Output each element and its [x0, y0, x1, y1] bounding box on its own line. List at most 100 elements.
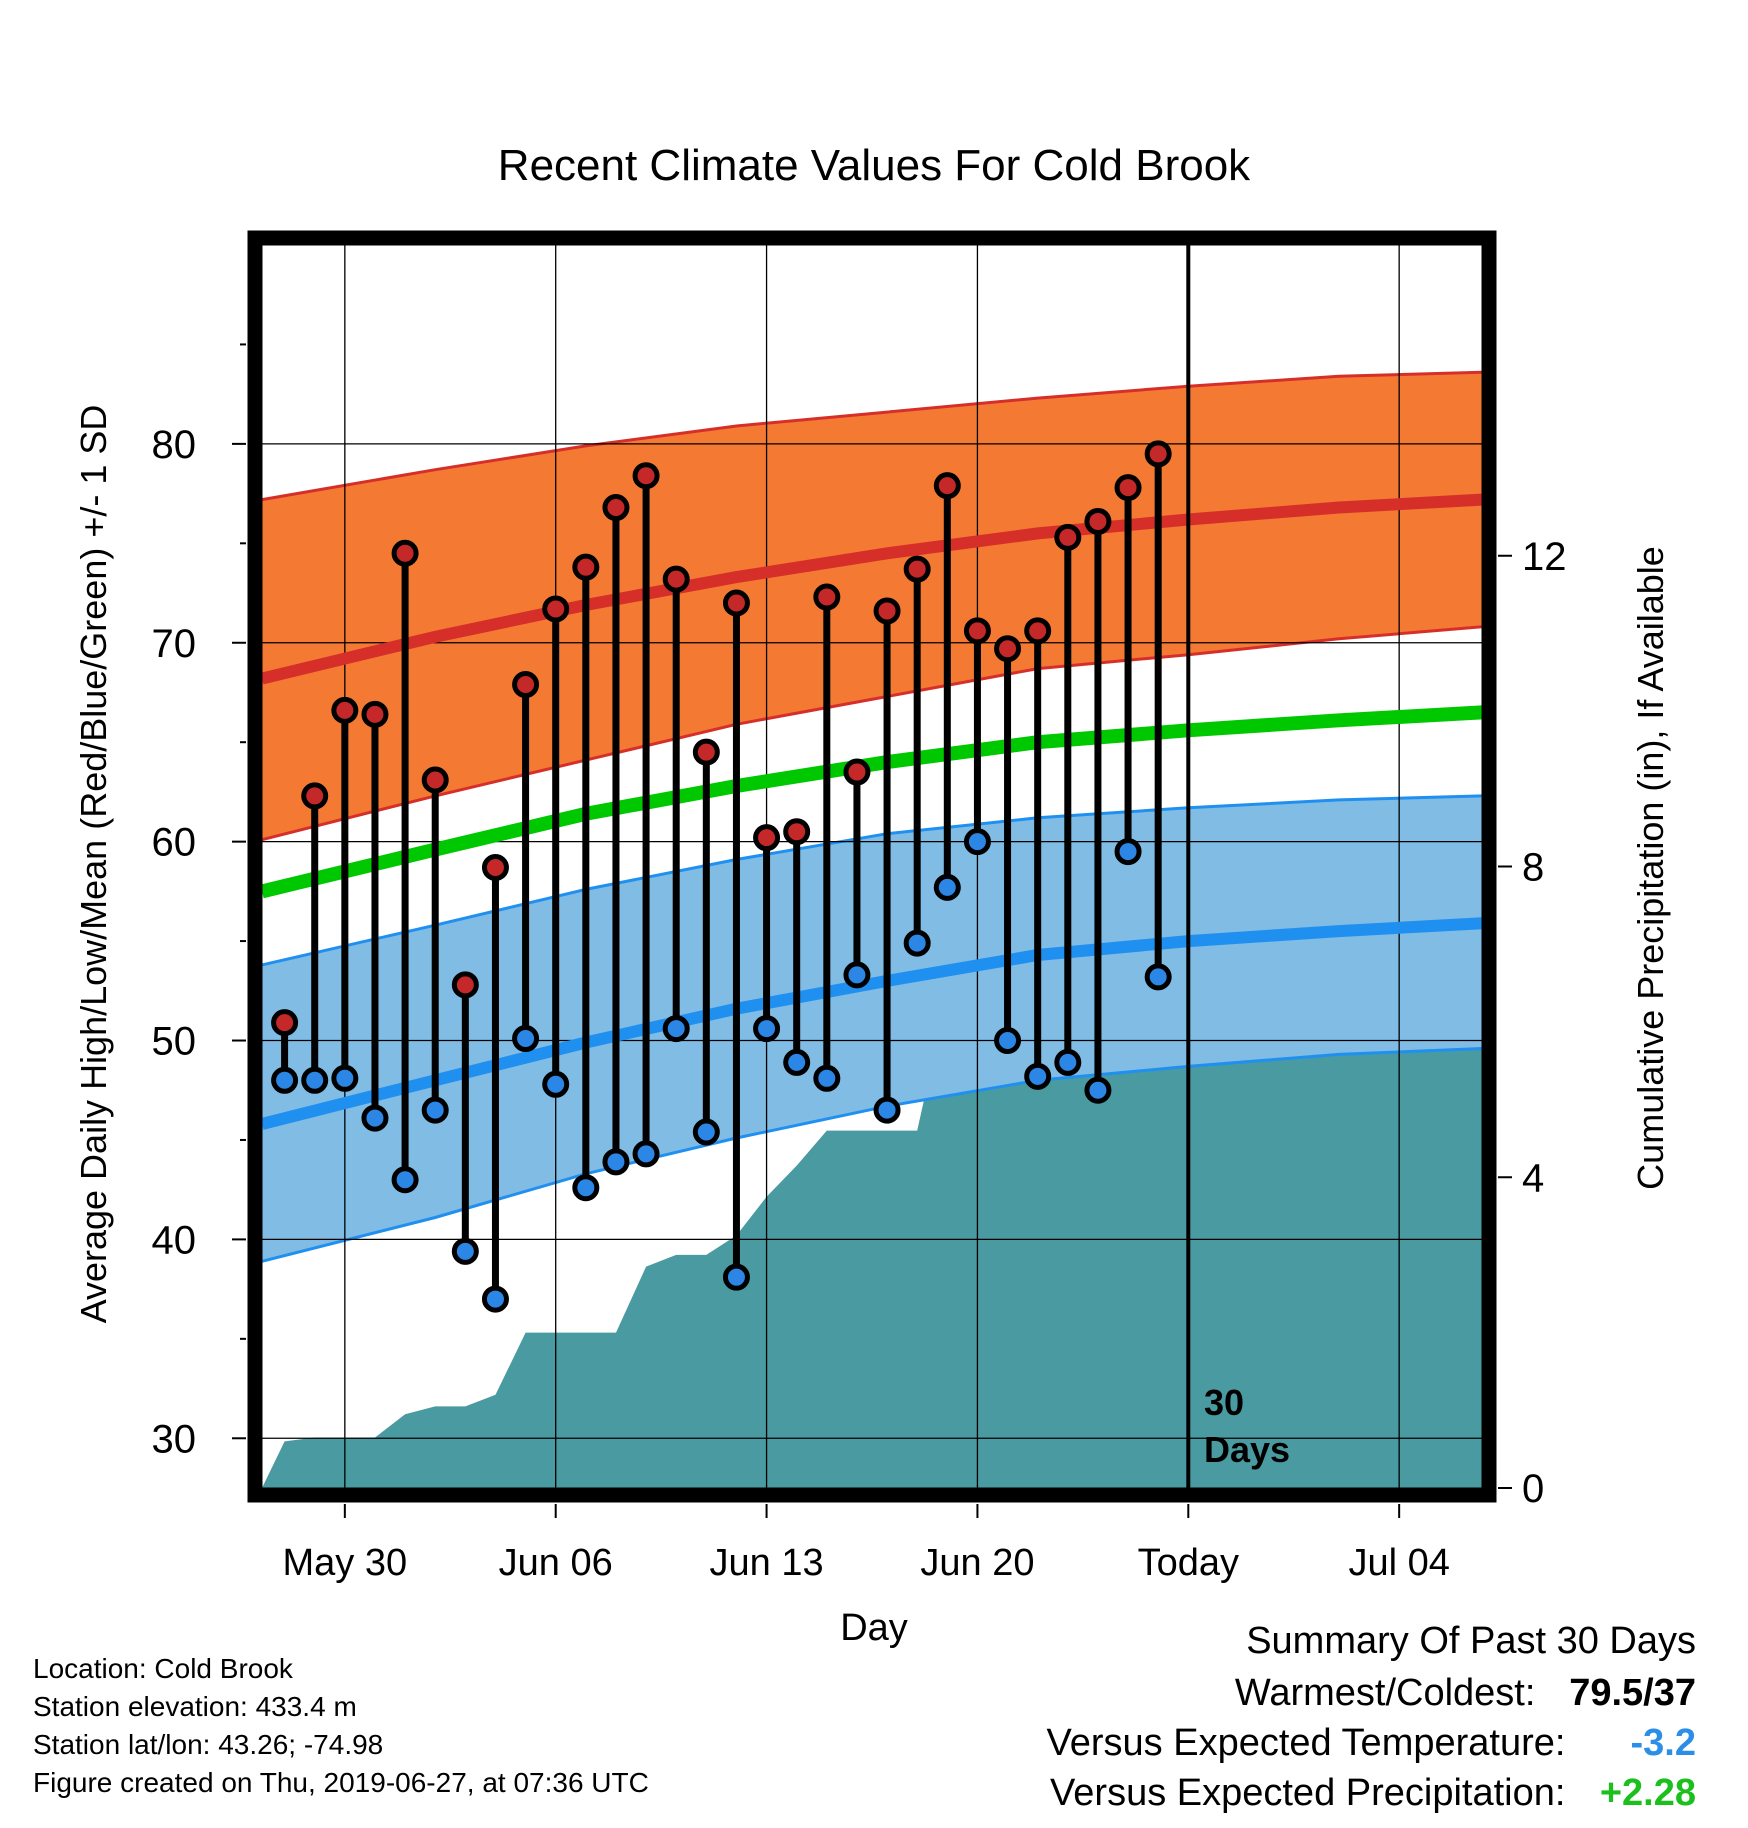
today-label-line1: 30 — [1204, 1382, 1244, 1423]
obs-high-point — [692, 738, 720, 766]
obs-high-point — [572, 553, 600, 581]
obs-high-point — [1114, 474, 1142, 502]
summary-precip: Versus Expected Precipitation: +2.28 — [1050, 1772, 1696, 1815]
obs-low-point — [722, 1263, 750, 1291]
left-tick-label: 80 — [152, 423, 197, 467]
obs-high-point — [933, 472, 961, 500]
obs-high-point — [963, 617, 991, 645]
right-tick-label: 4 — [1522, 1156, 1544, 1200]
obs-low-point — [361, 1104, 389, 1132]
obs-high-point — [813, 583, 841, 611]
obs-low-point — [512, 1025, 540, 1053]
obs-low-point — [1054, 1048, 1082, 1076]
summary-title: Summary Of Past 30 Days — [1246, 1620, 1696, 1662]
x-tick-label: Jun 06 — [499, 1542, 613, 1584]
obs-low-point — [1114, 838, 1142, 866]
station-info: Location: Cold Brook Station elevation: … — [33, 1650, 649, 1802]
obs-high-point — [391, 539, 419, 567]
obs-low-point — [903, 929, 931, 957]
precip-value: +2.28 — [1599, 1772, 1696, 1814]
obs-high-point — [331, 696, 359, 724]
obs-low-point — [481, 1285, 509, 1313]
obs-low-point — [813, 1064, 841, 1092]
precipitation-fill — [262, 975, 1482, 1488]
obs-high-point — [783, 818, 811, 846]
left-y-axis-label: Average Daily High/Low/Mean (Red/Blue/Gr… — [73, 405, 114, 1324]
left-y-axis: 30 40 50 60 70 80 — [152, 343, 246, 1461]
obs-low-point — [331, 1064, 359, 1092]
obs-low-point — [632, 1140, 660, 1168]
obs-high-point — [301, 782, 329, 810]
normal-bands — [261, 370, 1483, 1263]
summary-temp: Versus Expected Temperature: -3.2 — [1047, 1722, 1696, 1765]
obs-low-point — [542, 1070, 570, 1098]
left-tick-label: 70 — [152, 622, 197, 666]
x-tick-label: Jun 20 — [920, 1542, 1034, 1584]
obs-high-point — [1084, 507, 1112, 535]
right-tick-label: 8 — [1522, 846, 1544, 890]
x-axis-label: Day — [840, 1607, 908, 1649]
precip-label: Versus Expected Precipitation: — [1050, 1772, 1566, 1814]
observed-temperatures — [271, 440, 1172, 1313]
obs-low-point — [753, 1015, 781, 1043]
plot-frame — [247, 230, 1497, 1503]
station-elevation: Station elevation: 433.4 m — [33, 1691, 357, 1722]
obs-high-point — [994, 635, 1022, 663]
obs-low-point — [602, 1148, 630, 1176]
high-sd-upper-line — [261, 370, 1483, 502]
obs-low-point — [391, 1166, 419, 1194]
obs-high-point — [481, 853, 509, 881]
obs-low-point — [301, 1066, 329, 1094]
right-tick-label: 0 — [1522, 1467, 1544, 1511]
obs-high-point — [271, 1009, 299, 1037]
obs-low-point — [1144, 963, 1172, 991]
obs-high-point — [361, 700, 389, 728]
x-tick-label: Today — [1138, 1542, 1239, 1584]
station-location: Location: Cold Brook — [33, 1653, 293, 1684]
plot-border — [247, 230, 1497, 1503]
obs-low-point — [271, 1066, 299, 1094]
right-tick-label: 12 — [1522, 535, 1567, 579]
station-latlon: Station lat/lon: 43.26; -74.98 — [33, 1729, 384, 1760]
x-tick-label: Jun 13 — [710, 1542, 824, 1584]
temp-label: Versus Expected Temperature: — [1046, 1722, 1566, 1764]
left-tick-label: 50 — [152, 1020, 197, 1064]
obs-high-point — [662, 565, 690, 593]
obs-low-point — [1024, 1062, 1052, 1090]
temp-value: -3.2 — [1630, 1722, 1696, 1764]
obs-low-point — [994, 1027, 1022, 1055]
obs-high-point — [753, 824, 781, 852]
obs-low-point — [843, 961, 871, 989]
obs-high-point — [632, 462, 660, 490]
obs-high-point — [1054, 523, 1082, 551]
right-y-axis-label: Cumulative Precipitation (in), If Availa… — [1630, 546, 1671, 1190]
obs-high-point — [903, 555, 931, 583]
obs-low-point — [451, 1237, 479, 1265]
obs-high-point — [1144, 440, 1172, 468]
summary-warm-cold: Warmest/Coldest: 79.5/37 — [1235, 1672, 1696, 1715]
obs-high-point — [873, 597, 901, 625]
obs-low-point — [662, 1015, 690, 1043]
x-axis: May 30 Jun 06 Jun 13 Jun 20 Today Jul 04 — [283, 1504, 1450, 1584]
obs-low-point — [783, 1048, 811, 1076]
high-sd-band — [262, 372, 1482, 840]
left-tick-label: 40 — [152, 1218, 197, 1262]
obs-high-point — [512, 671, 540, 699]
right-y-axis: 0 4 8 12 — [1498, 535, 1567, 1511]
today-label-line2: Days — [1204, 1429, 1290, 1470]
x-tick-label: Jul 04 — [1348, 1542, 1449, 1584]
obs-high-point — [843, 758, 871, 786]
obs-low-point — [421, 1096, 449, 1124]
obs-high-point — [421, 766, 449, 794]
warm-cold-value: 79.5/37 — [1569, 1672, 1696, 1714]
chart-title: Recent Climate Values For Cold Brook — [498, 141, 1251, 190]
obs-low-point — [1084, 1076, 1112, 1104]
obs-low-point — [933, 873, 961, 901]
left-tick-label: 30 — [152, 1417, 197, 1461]
obs-low-point — [873, 1096, 901, 1124]
low-sd-band — [262, 795, 1482, 1262]
left-tick-label: 60 — [152, 821, 197, 865]
obs-high-point — [722, 589, 750, 617]
obs-low-point — [572, 1174, 600, 1202]
